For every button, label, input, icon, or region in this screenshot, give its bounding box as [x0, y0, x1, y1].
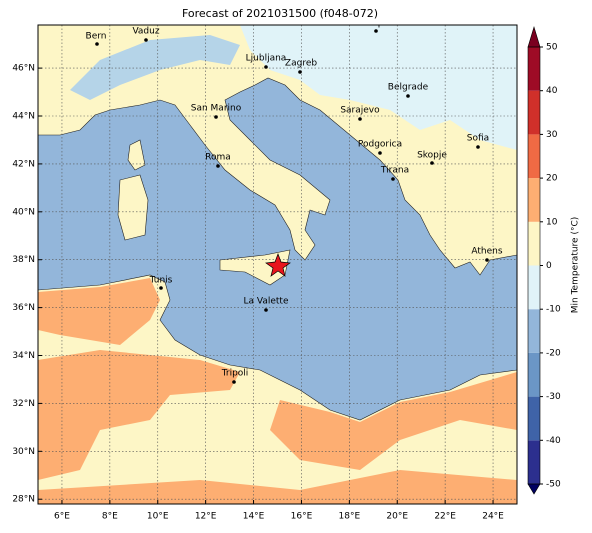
- colorbar-tick-label: -40: [546, 436, 561, 446]
- colorbar-segment: [528, 178, 540, 222]
- y-tick-label: 40°N: [12, 207, 35, 217]
- city-dot: [159, 286, 163, 290]
- x-tick-label: 8°E: [102, 512, 118, 522]
- y-tick-label: 46°N: [12, 64, 35, 74]
- title: Forecast of 2021031500 (f048-072): [182, 7, 378, 20]
- y-tick-label: 28°N: [12, 495, 35, 505]
- city-label: Zagreb: [285, 59, 317, 69]
- colorbar-extend-low: [527, 483, 541, 495]
- x-tick-label: 16°E: [291, 512, 313, 522]
- colorbar-tick-label: -20: [546, 348, 561, 358]
- colorbar-extend-high: [527, 25, 541, 48]
- x-tick-label: 14°E: [243, 512, 265, 522]
- city-label: Skopje: [417, 151, 447, 161]
- city-label: Tunis: [149, 276, 173, 286]
- city-dot: [216, 164, 220, 168]
- city-dot: [144, 38, 148, 42]
- city-dot: [406, 94, 410, 98]
- city-label: Athens: [471, 247, 502, 257]
- city-dot: [391, 177, 395, 181]
- colorbar-segment: [528, 396, 540, 441]
- x-tick-label: 22°E: [434, 512, 456, 522]
- colorbar-tick-label: 0: [546, 261, 552, 271]
- city-dot: [298, 70, 302, 74]
- corsica: [127, 139, 146, 171]
- colorbar-tick-label: 10: [546, 217, 558, 227]
- city-dot: [214, 115, 218, 119]
- city-label: Podgorica: [358, 140, 402, 150]
- city-label: San Marino: [191, 104, 242, 114]
- y-tick-label: 42°N: [12, 159, 35, 169]
- colorbar-tick-label: 30: [546, 130, 558, 140]
- city-dot: [232, 380, 236, 384]
- x-tick-label: 10°E: [147, 512, 169, 522]
- colorbar-tick-label: 20: [546, 174, 558, 184]
- warm-area: [38, 278, 160, 345]
- colorbar-tick-label: -30: [546, 392, 561, 402]
- city-dot: [430, 161, 434, 165]
- city-label: Vaduz: [132, 27, 159, 37]
- colorbar-tick-label: -10: [546, 305, 561, 315]
- sardinia: [117, 174, 149, 241]
- y-tick-label: 34°N: [12, 351, 35, 361]
- alps-cold: [70, 35, 240, 100]
- city-label: Tripoli: [221, 369, 249, 379]
- city-label: Tirana: [380, 166, 409, 176]
- cold-area: [240, 25, 517, 150]
- x-tick-label: 6°E: [54, 512, 70, 522]
- city-dot: [374, 29, 378, 33]
- city-label: Belgrade: [388, 83, 429, 93]
- colorbar-segment: [528, 265, 540, 310]
- city-dot: [378, 151, 382, 155]
- colorbar-label: Min Temperature (°C): [571, 217, 581, 314]
- event-star: [265, 253, 291, 277]
- city-dot: [476, 145, 480, 149]
- africa-land: [38, 274, 517, 504]
- colorbar-tick-label: 50: [546, 43, 558, 53]
- y-tick-label: 44°N: [12, 112, 35, 122]
- colorbar-segment: [528, 90, 540, 135]
- x-tick-label: 24°E: [482, 512, 504, 522]
- colorbar-segment: [528, 134, 540, 179]
- city-dot: [358, 117, 362, 121]
- colorbar-segment: [528, 221, 540, 266]
- colorbar-segment: [528, 440, 540, 484]
- y-tick-label: 38°N: [12, 255, 35, 265]
- city-dot: [264, 308, 268, 312]
- x-tick-label: 12°E: [195, 512, 217, 522]
- colorbar-segment: [528, 47, 540, 91]
- map-frame: [37, 24, 518, 505]
- y-tick-label: 32°N: [12, 399, 35, 409]
- x-tick-label: 20°E: [386, 512, 408, 522]
- city-dot: [264, 65, 268, 69]
- colorbar-tick-label: 40: [546, 86, 558, 96]
- colorbar-segment: [528, 309, 540, 353]
- city-label: Ljubljana: [246, 54, 287, 64]
- city-label: Sofia: [467, 134, 489, 144]
- city-label: La Valette: [244, 297, 289, 307]
- city-label: Budapest: [355, 19, 398, 29]
- city-label: Bern: [86, 32, 107, 42]
- city-dot: [95, 42, 99, 46]
- city-label: Sarajevo: [340, 106, 380, 116]
- colorbar-tick-label: -50: [546, 480, 561, 490]
- warm-area: [270, 372, 517, 470]
- city-label: Roma: [205, 153, 231, 163]
- x-tick-label: 18°E: [339, 512, 361, 522]
- warm-area: [38, 350, 240, 480]
- y-tick-label: 30°N: [12, 447, 35, 457]
- sicily: [219, 249, 291, 286]
- colorbar-segment: [528, 352, 540, 397]
- city-dot: [485, 258, 489, 262]
- y-tick-label: 36°N: [12, 303, 35, 313]
